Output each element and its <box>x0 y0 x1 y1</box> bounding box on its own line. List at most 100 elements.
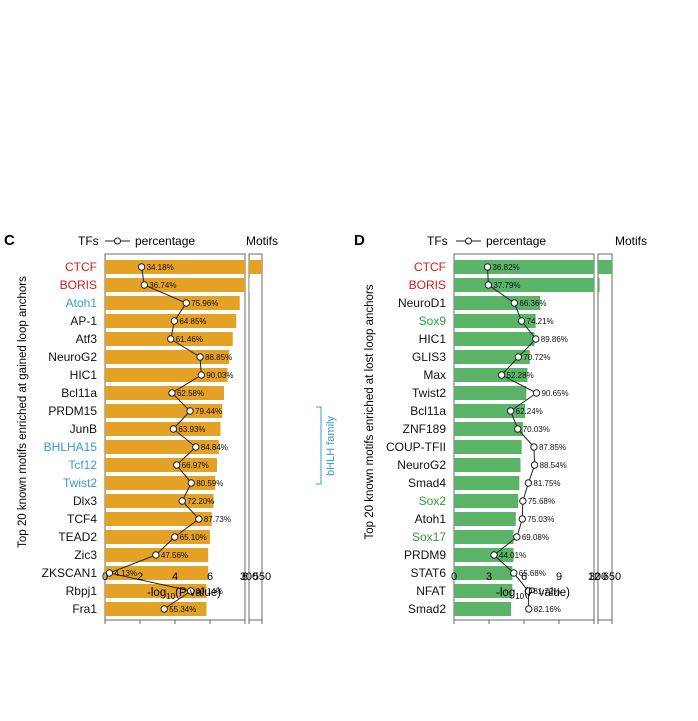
tf-label: ZKSCAN1 <box>42 566 98 580</box>
tf-label: TEAD2 <box>58 530 97 544</box>
tf-label: NeuroG2 <box>48 350 97 364</box>
percentage-label: 4.13% <box>114 569 137 578</box>
tf-label: ZNF189 <box>403 422 447 436</box>
tf-label: PRDM9 <box>404 548 446 562</box>
bar-tcf4 <box>105 512 212 526</box>
percentage-point <box>525 605 533 613</box>
bar-bcl11a <box>454 404 526 418</box>
bar-dlx3 <box>105 494 214 508</box>
legend-marker-c <box>114 237 121 245</box>
percentage-point <box>519 497 527 505</box>
tf-label: BHLHA15 <box>44 440 98 454</box>
percentage-point <box>524 587 533 595</box>
tf-label: Tcf12 <box>68 458 97 472</box>
tf-label: BORIS <box>409 278 446 292</box>
tf-label: Fra1 <box>72 602 97 616</box>
x-axis-label: -log10(P value) <box>496 587 570 601</box>
x-tick-label: 550 <box>253 571 271 583</box>
percentage-point <box>506 407 515 415</box>
tf-label: Sox2 <box>419 494 447 508</box>
bar-bhlha15 <box>105 440 219 454</box>
percentage-point <box>518 515 526 523</box>
percentage-label: 64.85% <box>179 317 206 326</box>
x-tick-label: 8 <box>242 571 248 583</box>
bar-ctcf <box>454 260 594 274</box>
percentage-point <box>137 263 146 271</box>
tf-label: NFAT <box>416 584 446 598</box>
panel-c-header-legend: percentage <box>135 234 195 248</box>
bar-hic1 <box>105 368 228 382</box>
percentage-label: 75.03% <box>527 515 554 524</box>
tf-label: BORIS <box>60 278 97 292</box>
bar-high-boris <box>249 278 250 292</box>
panel-c-header-tfs: TFs <box>78 234 99 248</box>
legend-marker-d <box>465 237 472 245</box>
bhlh-family-label: bHLH family <box>325 416 337 476</box>
bhlh-bracket-line <box>316 406 322 485</box>
bar-sox2 <box>454 494 519 508</box>
panel-d-ylabel: Top 20 known motifs enriched at lost loo… <box>364 284 376 539</box>
panel-d-header-legend: percentage <box>486 234 546 248</box>
percentage-label: 81.75% <box>533 479 560 488</box>
percentage-point <box>182 299 190 307</box>
percentage-point <box>152 551 160 559</box>
tf-label: CTCF <box>414 260 446 274</box>
percentage-label: 74.21% <box>527 317 554 326</box>
panel-c-header-motifs: Motifs <box>246 234 278 248</box>
x-tick-label: 6 <box>521 571 527 583</box>
percentage-label: 65.68% <box>519 569 546 578</box>
tf-label: Smad4 <box>408 476 446 490</box>
percentage-label: 34.18% <box>147 263 174 272</box>
x-tick-label: 650 <box>603 571 621 583</box>
x-tick-label: 2 <box>137 571 143 583</box>
percentage-point <box>160 605 168 613</box>
percentage-label: 61.46% <box>176 335 203 344</box>
percentage-point <box>105 569 114 577</box>
panel-d-header-tfs: TFs <box>427 234 448 248</box>
percentage-label: 90.03% <box>206 371 233 380</box>
bar-high-ctcf <box>249 260 262 274</box>
tf-label: NeuroD1 <box>398 296 446 310</box>
percentage-label: 79.44% <box>195 407 222 416</box>
percentage-label: 72.20% <box>187 497 214 506</box>
percentage-point <box>484 281 493 289</box>
percentage-point <box>524 479 533 487</box>
bar-fra1 <box>105 602 207 616</box>
bar-neurog2 <box>105 350 230 364</box>
tf-label: HIC1 <box>419 332 447 346</box>
tf-label: Max <box>423 368 446 382</box>
percentage-point <box>532 335 540 343</box>
tf-label: Twist2 <box>412 386 446 400</box>
percentage-label: 70.72% <box>523 353 550 362</box>
percentage-point <box>514 425 522 433</box>
percentage-point <box>197 371 206 379</box>
percentage-label: 80.14% <box>196 587 223 596</box>
bar-high-boris <box>598 278 600 292</box>
bar-smad4 <box>454 476 520 490</box>
tf-label: Zic3 <box>74 548 97 562</box>
bar-rbpj1 <box>105 584 207 598</box>
bar-nfat <box>454 584 513 598</box>
percentage-point <box>497 371 506 379</box>
percentage-label: 89.86% <box>541 335 568 344</box>
bar-atoh1 <box>105 296 240 310</box>
percentage-point <box>172 461 181 469</box>
tf-label: Sox9 <box>419 314 447 328</box>
percentage-label: 36.82% <box>493 263 520 272</box>
bar-atoh1 <box>454 512 516 526</box>
bar-bcl11a <box>105 386 224 400</box>
percentage-label: 81.72% <box>533 587 560 596</box>
percentage-label: 88.54% <box>540 461 567 470</box>
bar-tcf12 <box>105 458 217 472</box>
percentage-label: 82.16% <box>534 605 561 614</box>
x-tick-label: 300 <box>240 571 258 583</box>
tf-label: Atoh1 <box>415 512 447 526</box>
percentage-line <box>487 266 538 610</box>
bar-tead2 <box>105 530 210 544</box>
x-axis-label: -log10(P value) <box>147 587 221 601</box>
tf-label: Smad2 <box>408 602 446 616</box>
percentage-point <box>170 317 179 325</box>
percentage-label: 70.03% <box>523 425 550 434</box>
percentage-label: 90.65% <box>541 389 568 398</box>
